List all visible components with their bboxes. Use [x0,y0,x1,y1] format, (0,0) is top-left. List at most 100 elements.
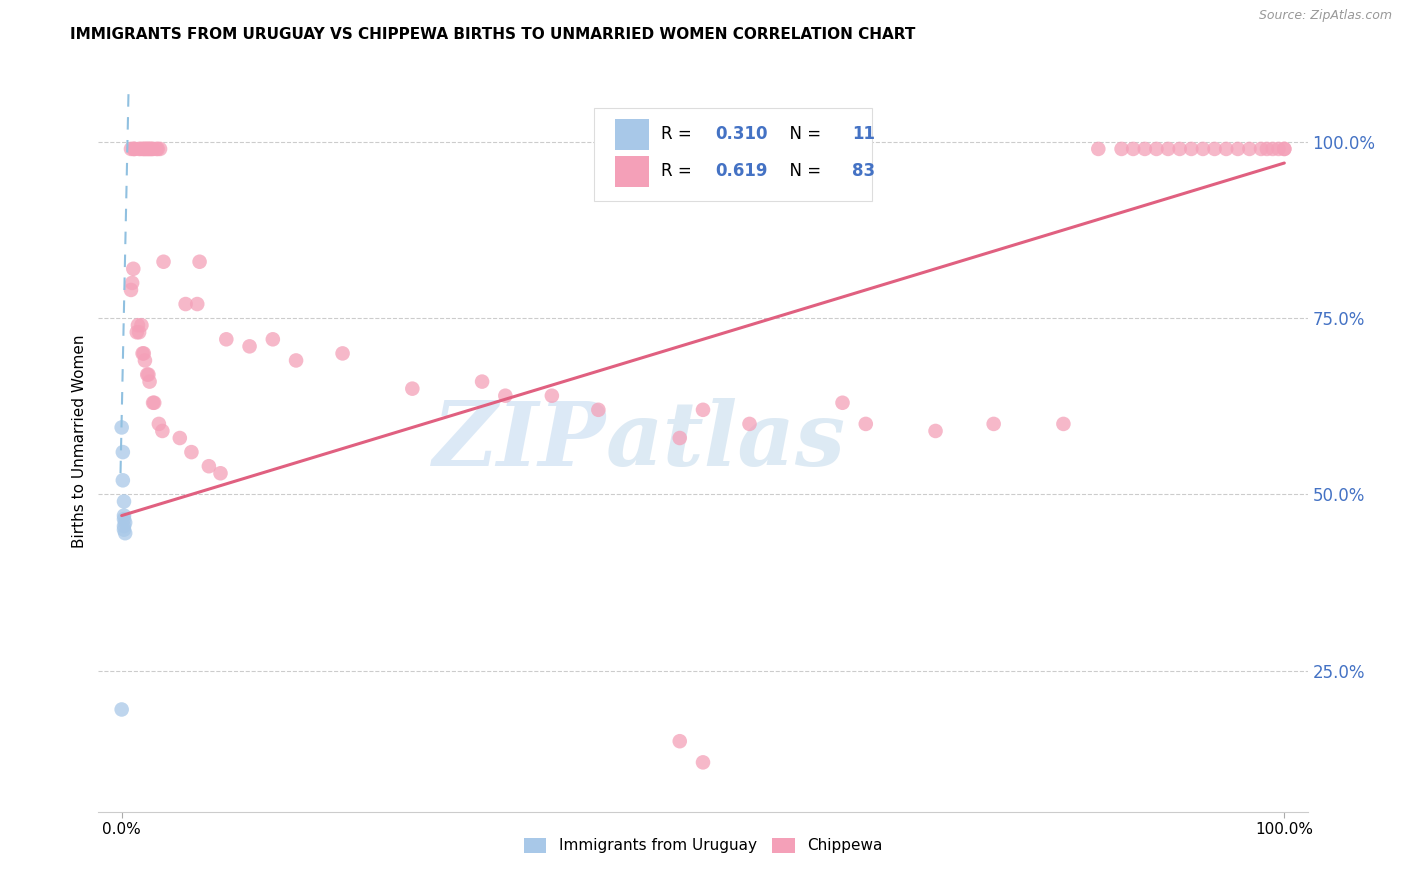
Point [141,142,163,156]
Point [471,375,494,389]
Point [180,445,202,459]
Point [132,142,155,156]
Point [1122,142,1144,156]
Point [1272,142,1295,156]
Point [1144,142,1167,156]
Point [128,142,150,156]
Point [1267,142,1289,156]
Point [111,420,134,434]
Point [692,756,714,770]
Point [138,368,160,382]
Point [138,142,160,156]
FancyBboxPatch shape [614,156,648,186]
Point [128,325,150,339]
Point [1256,142,1278,156]
Point [540,389,562,403]
Text: Source: ZipAtlas.com: Source: ZipAtlas.com [1258,9,1392,22]
Point [494,389,516,403]
Point [668,734,690,748]
Text: 83: 83 [852,162,875,180]
Point [188,254,211,268]
Text: ZIP: ZIP [433,399,606,484]
Point [149,142,172,156]
Point [209,467,232,481]
Legend: Immigrants from Uruguay, Chippewa: Immigrants from Uruguay, Chippewa [517,831,889,860]
Point [150,424,173,438]
Point [111,702,134,716]
Point [112,519,135,533]
Point [215,332,238,346]
Point [131,318,153,333]
Point [124,142,146,156]
Point [174,297,197,311]
Point [1111,142,1133,156]
Point [1087,142,1109,156]
Point [138,375,160,389]
Point [1204,142,1226,156]
Point [120,142,142,156]
Text: 0.619: 0.619 [716,162,768,180]
Point [131,346,153,360]
Point [146,142,169,156]
Point [668,431,690,445]
Y-axis label: Births to Unmarried Women: Births to Unmarried Women [72,334,87,549]
Point [831,396,853,410]
Point [401,382,423,396]
FancyBboxPatch shape [614,119,648,150]
Text: R =: R = [661,162,697,180]
Point [136,368,159,382]
Point [112,523,135,537]
Point [134,353,156,368]
Point [111,445,134,459]
Point [1168,142,1191,156]
Point [112,512,135,526]
Point [855,417,877,431]
Point [135,142,157,156]
Text: 0.310: 0.310 [716,125,768,144]
Point [239,339,262,353]
Point [262,332,284,346]
Point [122,261,145,276]
Point [145,142,167,156]
Point [131,142,153,156]
Point [148,417,170,431]
Point [129,142,152,156]
Point [1192,142,1215,156]
Text: N =: N = [779,125,827,144]
Point [121,276,143,290]
Point [983,417,1005,431]
Point [125,325,148,339]
Point [1261,142,1284,156]
Point [152,254,174,268]
Point [112,494,135,508]
Point [169,431,191,445]
Point [132,346,155,360]
Point [111,473,134,487]
Point [143,396,166,410]
Point [1133,142,1156,156]
Point [1226,142,1249,156]
Point [285,353,308,368]
Point [142,142,165,156]
Point [924,424,946,438]
Point [136,142,159,156]
Point [186,297,208,311]
Point [139,142,162,156]
Point [114,526,136,541]
FancyBboxPatch shape [595,109,872,201]
Point [138,142,160,156]
Point [1052,417,1074,431]
Point [692,402,714,417]
Point [1215,142,1237,156]
Point [588,402,610,417]
Text: N =: N = [779,162,827,180]
Point [114,516,136,530]
Point [120,283,142,297]
Point [124,142,146,156]
Text: 11: 11 [852,125,875,144]
Point [1157,142,1180,156]
Point [1272,142,1295,156]
Point [112,508,135,523]
Text: atlas: atlas [606,399,846,484]
Text: IMMIGRANTS FROM URUGUAY VS CHIPPEWA BIRTHS TO UNMARRIED WOMEN CORRELATION CHART: IMMIGRANTS FROM URUGUAY VS CHIPPEWA BIRT… [70,27,915,42]
